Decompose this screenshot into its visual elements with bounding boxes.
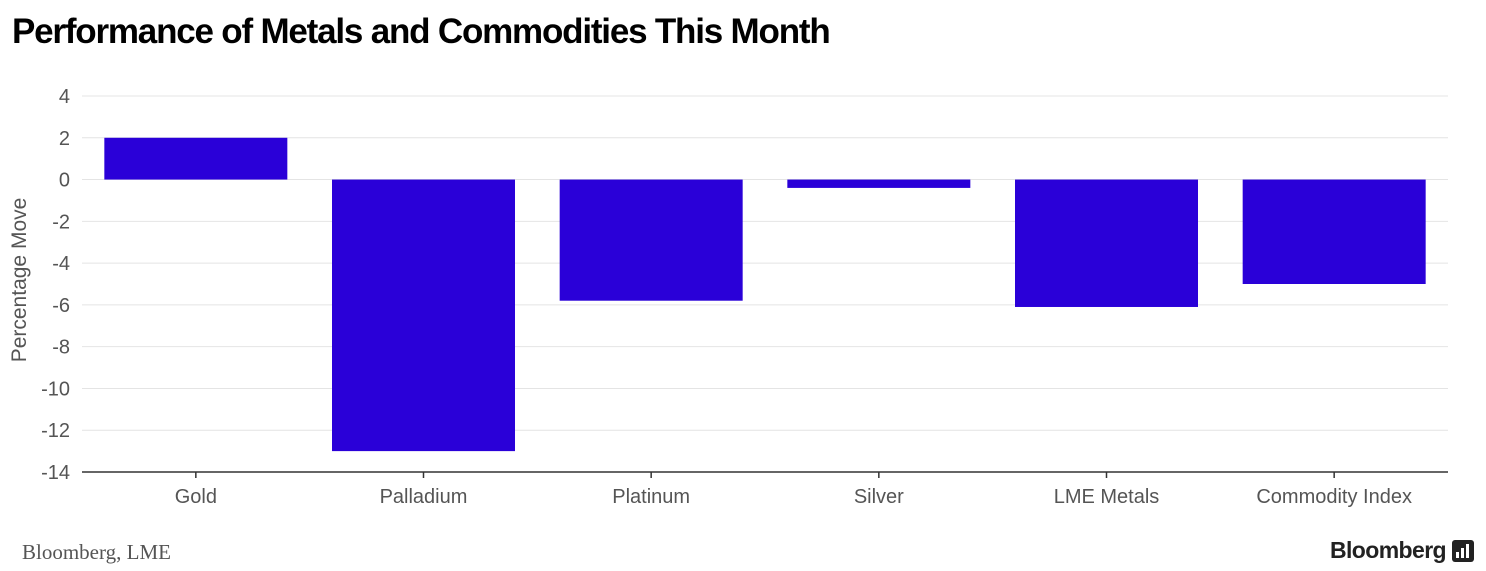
x-tick-label: LME Metals bbox=[1054, 486, 1160, 508]
x-tick-label: Silver bbox=[854, 486, 904, 508]
y-axis-label: Percentage Move bbox=[8, 198, 31, 363]
y-tick-label: -8 bbox=[52, 337, 70, 359]
y-tick-label: -10 bbox=[41, 378, 70, 400]
y-tick-label: -12 bbox=[41, 420, 70, 442]
y-tick-label: -2 bbox=[52, 211, 70, 233]
x-tick-label: Gold bbox=[175, 486, 217, 508]
bar bbox=[332, 179, 515, 452]
bar bbox=[559, 179, 743, 301]
x-tick-label: Platinum bbox=[612, 486, 690, 508]
bar bbox=[1015, 179, 1198, 307]
y-tick-label: 4 bbox=[59, 86, 70, 108]
bar bbox=[1242, 179, 1426, 284]
x-tick-label: Commodity Index bbox=[1256, 486, 1412, 508]
y-tick-label: -6 bbox=[52, 295, 70, 317]
bar bbox=[787, 179, 971, 188]
x-tick-label: Palladium bbox=[380, 486, 468, 508]
y-tick-label: 2 bbox=[59, 128, 70, 150]
brand-logo: Bloomberg bbox=[1330, 537, 1474, 564]
source-note: Bloomberg, LME bbox=[22, 540, 171, 564]
brand-name: Bloomberg bbox=[1330, 537, 1447, 563]
bloomberg-terminal-icon bbox=[1452, 539, 1474, 562]
y-tick-label: 0 bbox=[59, 170, 70, 192]
y-tick-label: -4 bbox=[52, 253, 70, 275]
chart-title: Performance of Metals and Commodities Th… bbox=[12, 12, 831, 51]
bar bbox=[104, 137, 288, 180]
y-tick-label: -14 bbox=[41, 462, 70, 484]
